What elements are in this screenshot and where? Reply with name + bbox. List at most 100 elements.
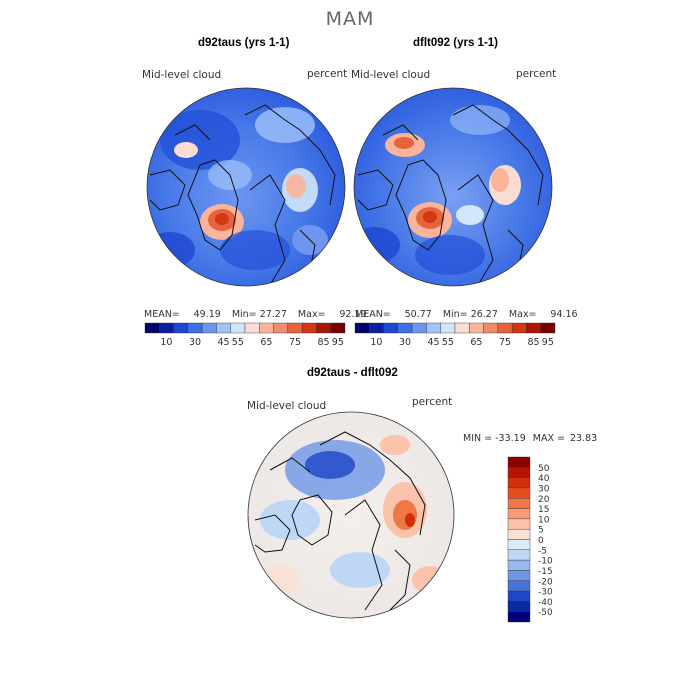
colorbar-tick-label: 30	[538, 484, 550, 494]
panel-2-title: dflt092 (yrs 1-1)	[413, 37, 499, 49]
colorbar-swatch	[507, 487, 531, 499]
panel-2-stats: MEAN= 50.77 Min= 26.27 Max= 94.16	[355, 309, 578, 320]
colorbar-tick-label: 45	[428, 337, 440, 348]
colorbar-tick-label: -15	[538, 567, 553, 577]
mean-label: MEAN=	[355, 309, 391, 320]
panel-1-variable: Mid-level cloud	[142, 69, 222, 81]
diff-panel-variable: Mid-level cloud	[247, 400, 327, 412]
colorbar-swatch	[497, 322, 513, 334]
colorbar-swatch	[201, 322, 217, 334]
diff-panel-units: percent	[412, 396, 453, 408]
colorbar-swatch	[354, 322, 370, 334]
colorbar-tick-label: 50	[538, 464, 550, 474]
colorbar-swatch	[507, 477, 531, 489]
colorbar-swatch	[507, 611, 531, 623]
map-1-coastlines	[149, 104, 336, 286]
colorbar-tick-label: 10	[538, 515, 550, 525]
colorbar-panel-2: 10 30 45 55 65 75 85 95	[354, 322, 556, 348]
mean-value: 50.77	[404, 309, 432, 320]
colorbar-tick-label: 30	[399, 337, 411, 348]
colorbar-swatch	[507, 570, 531, 581]
max-label: Max=	[297, 309, 326, 320]
colorbar-swatch	[483, 322, 499, 334]
colorbar-swatch	[287, 322, 303, 334]
colorbar-swatch	[526, 322, 541, 334]
colorbar-swatch	[316, 322, 331, 334]
colorbar-swatch	[507, 528, 531, 540]
colorbar-swatch	[507, 456, 531, 468]
colorbar-swatch	[507, 559, 531, 571]
max-label: MAX =	[532, 433, 565, 444]
colorbar-swatch	[507, 590, 531, 602]
colorbar-tick-label: -20	[538, 577, 553, 587]
max-label: Max=	[508, 309, 537, 320]
colorbar-tick-label: 20	[538, 495, 550, 505]
colorbar-tick-label: 30	[189, 337, 201, 348]
colorbar-swatch	[507, 518, 531, 530]
colorbar-tick-label: 55	[442, 337, 454, 348]
colorbar-tick-label: 95	[542, 337, 554, 348]
colorbar-swatch	[540, 322, 556, 334]
colorbar-swatch	[216, 322, 231, 334]
colorbar-swatch	[273, 322, 289, 334]
mean-value: 49.19	[193, 309, 221, 320]
colorbar-swatch	[440, 322, 456, 334]
colorbar-tick-label: 10	[370, 337, 382, 348]
colorbar-tick-label: -30	[538, 588, 553, 598]
min-label: Min=	[442, 309, 468, 320]
map-panel-2	[353, 87, 553, 287]
panel-2-units: percent	[516, 68, 557, 80]
colorbar-tick-label: -10	[538, 557, 553, 567]
colorbar-tick-label: -40	[538, 598, 553, 608]
colorbar-swatch	[397, 322, 413, 334]
diff-panel-title: d92taus - dflt092	[307, 367, 398, 379]
colorbar-swatch	[159, 322, 174, 334]
colorbar-swatch	[507, 539, 531, 551]
colorbar-swatch	[507, 498, 531, 509]
min-value: 27.27	[259, 309, 287, 320]
panel-1-units: percent	[307, 68, 348, 80]
colorbar-swatch	[469, 322, 484, 334]
panel-2-variable: Mid-level cloud	[351, 69, 431, 81]
colorbar-swatch	[383, 322, 399, 334]
colorbar-swatch	[507, 467, 531, 478]
colorbar-swatch	[507, 580, 531, 592]
max-value: 23.83	[570, 433, 598, 444]
panel-1-stats: MEAN= 49.19 Min= 27.27 Max= 92.19	[144, 309, 367, 320]
colorbar-tick-label: 10	[160, 337, 172, 348]
colorbar-panel-1: 10 30 45 55 65 75 85 95	[144, 322, 346, 348]
colorbar-swatch	[330, 322, 346, 334]
colorbar-swatch	[507, 601, 531, 612]
max-value: 92.19	[339, 309, 367, 320]
colorbar-swatch	[411, 322, 427, 334]
colorbar-tick-label: 75	[499, 337, 511, 348]
colorbar-swatch	[230, 322, 246, 334]
colorbar-swatch	[301, 322, 317, 334]
colorbar-tick-label: 65	[470, 337, 482, 348]
colorbar-swatch	[507, 549, 531, 561]
colorbar-tick-label: 65	[260, 337, 272, 348]
min-label: MIN =	[463, 433, 493, 444]
max-value: 94.16	[550, 309, 578, 320]
min-label: Min=	[231, 309, 257, 320]
colorbar-swatch	[187, 322, 203, 334]
panel-1-title: d92taus (yrs 1-1)	[198, 37, 290, 49]
diff-map-coastlines	[254, 431, 426, 611]
colorbar-swatch	[259, 322, 274, 334]
colorbar-tick-label: 45	[218, 337, 230, 348]
colorbar-tick-label: 15	[538, 505, 549, 515]
colorbar-swatch	[511, 322, 527, 334]
colorbar-swatch	[369, 322, 384, 334]
colorbar-tick-label: -50	[538, 608, 553, 618]
page-title: MAM	[325, 8, 375, 30]
min-value: -33.19	[495, 433, 526, 444]
colorbar-tick-label: 5	[538, 526, 544, 536]
colorbar-tick-label: -5	[538, 546, 547, 556]
colorbar-tick-label: 85	[528, 337, 540, 348]
map-2-coastlines	[357, 104, 544, 286]
colorbar-tick-label: 75	[289, 337, 301, 348]
map-panel-diff	[247, 411, 455, 619]
colorbar-swatch	[144, 322, 160, 334]
